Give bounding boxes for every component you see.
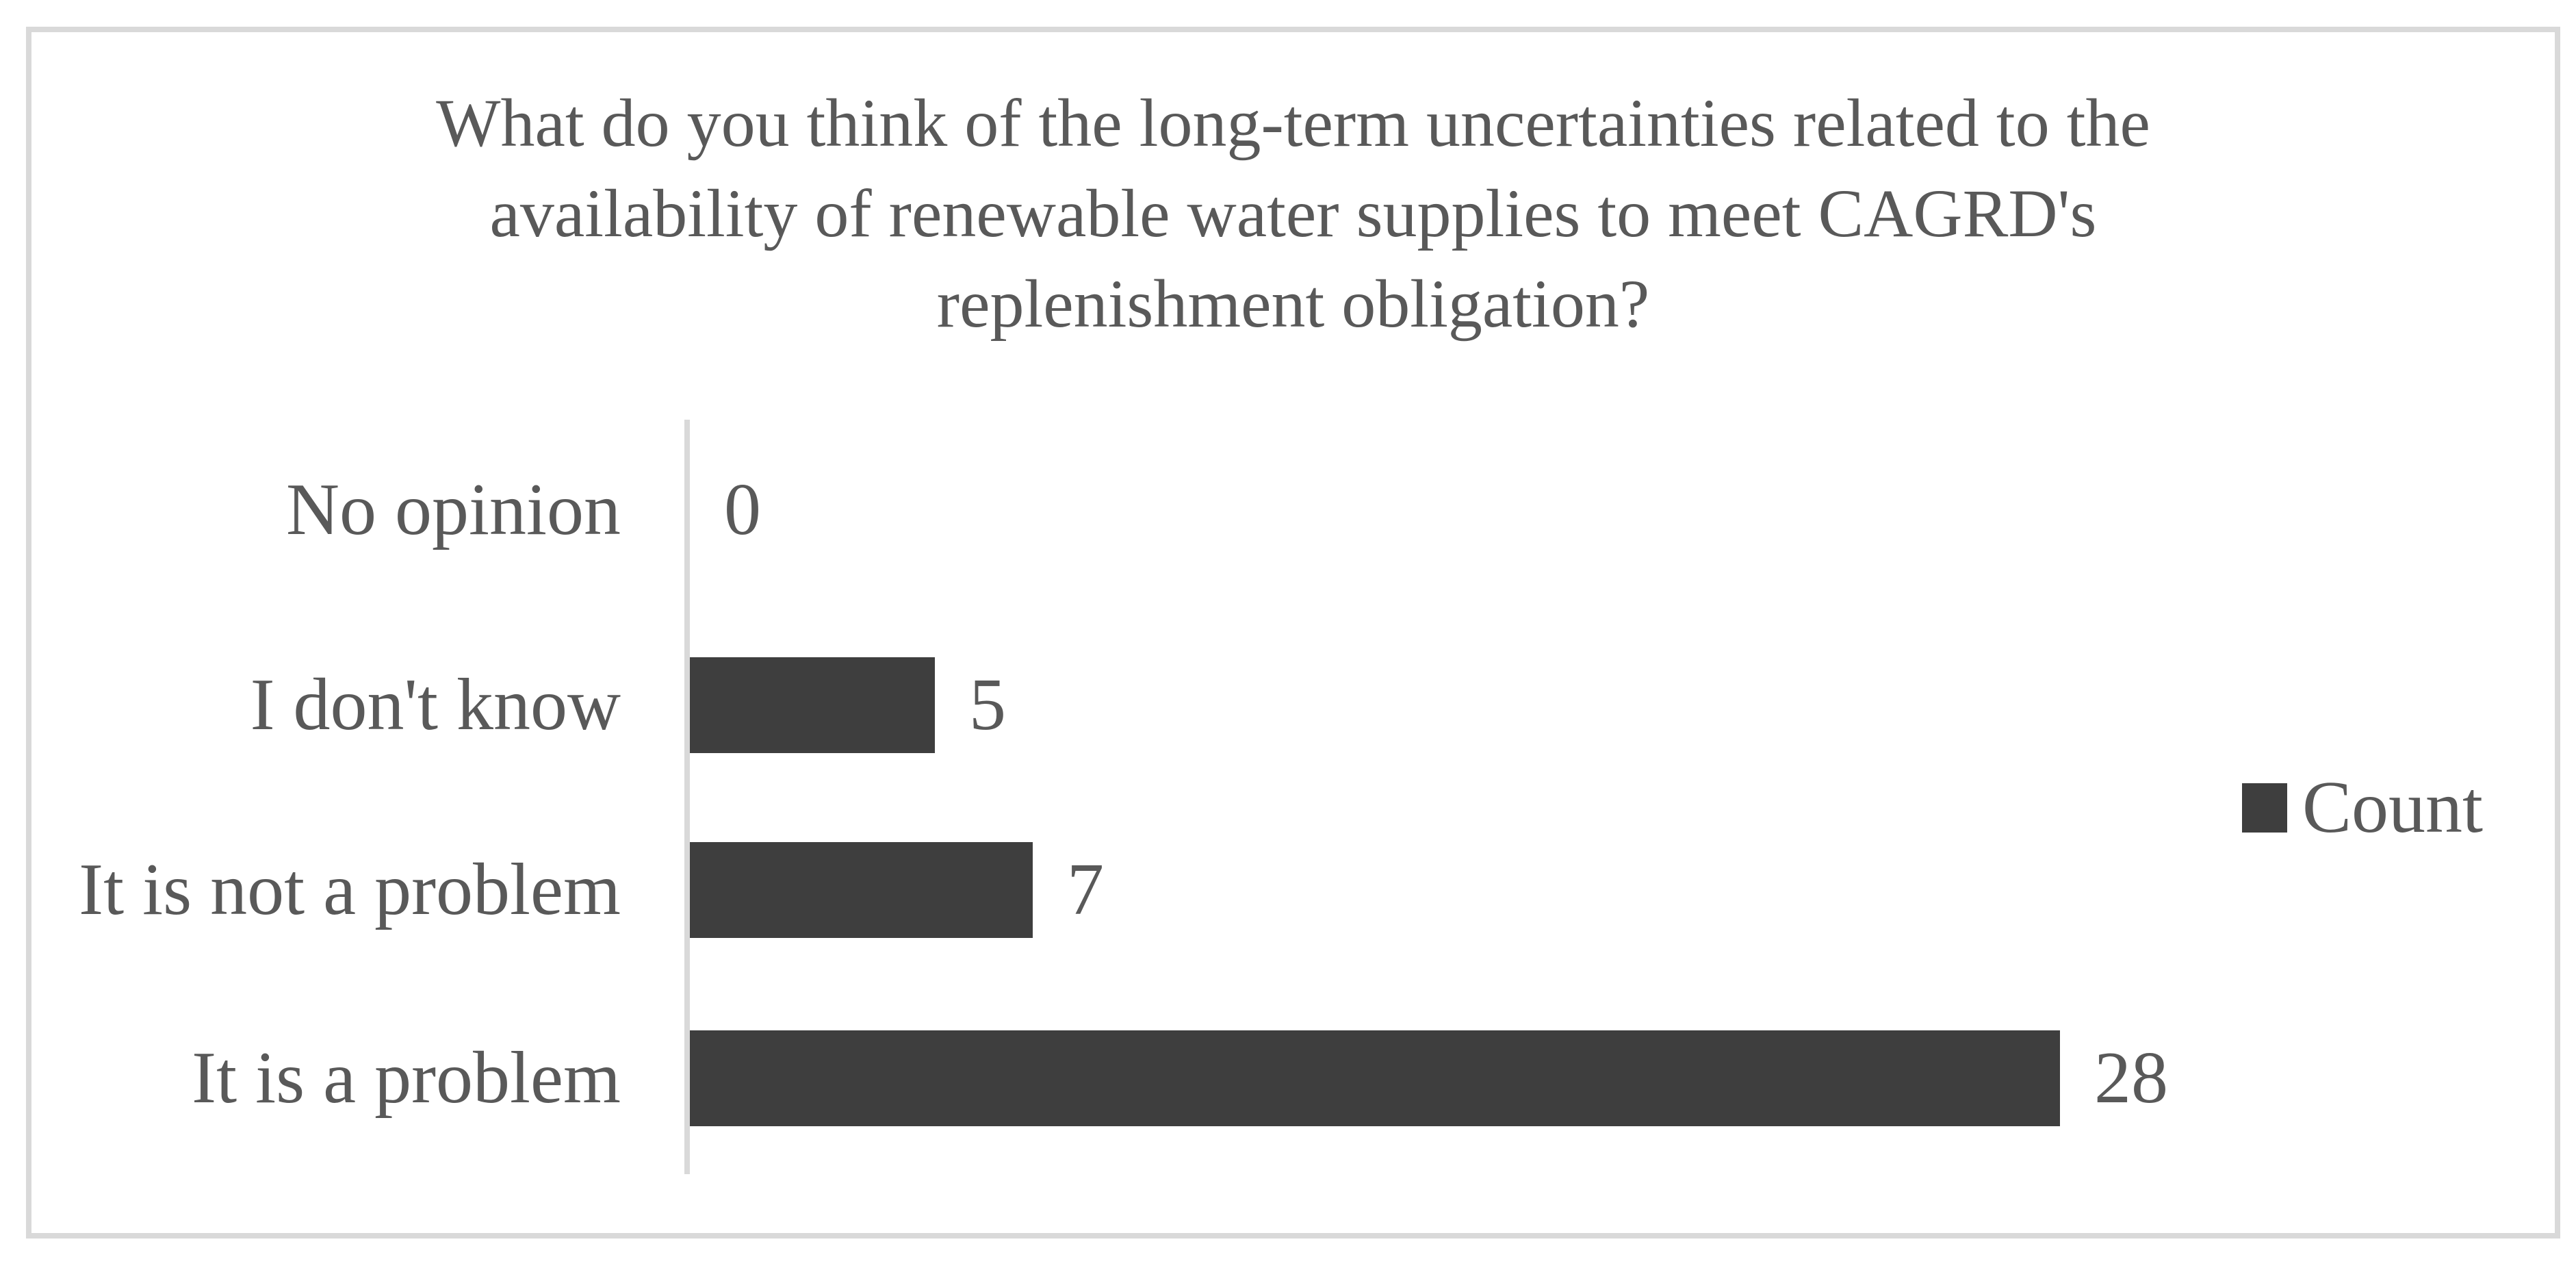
legend: Count bbox=[2242, 764, 2483, 852]
chart-title-line-1: What do you think of the long-term uncer… bbox=[436, 85, 2150, 161]
bar-row-it-is-not-a-problem: It is not a problem 7 bbox=[31, 842, 2555, 938]
category-label: It is not a problem bbox=[79, 849, 621, 930]
bar-it-is-not-a-problem bbox=[690, 842, 1033, 938]
chart-frame: What do you think of the long-term uncer… bbox=[26, 27, 2560, 1239]
category-label: It is a problem bbox=[192, 1037, 621, 1119]
bar-row-it-is-a-problem: It is a problem 28 bbox=[31, 1030, 2555, 1126]
category-label: I don't know bbox=[250, 664, 621, 746]
data-label: 0 bbox=[724, 469, 761, 550]
chart-title-line-2: availability of renewable water supplies… bbox=[489, 175, 2097, 251]
category-label: No opinion bbox=[285, 469, 621, 550]
bar-it-is-a-problem bbox=[690, 1030, 2060, 1126]
data-label: 7 bbox=[1067, 849, 1104, 930]
data-label: 28 bbox=[2094, 1037, 2168, 1119]
count-series-swatch-icon bbox=[2242, 783, 2287, 833]
data-label: 5 bbox=[969, 664, 1006, 746]
chart-title: What do you think of the long-term uncer… bbox=[31, 78, 2555, 349]
bar-row-no-opinion: No opinion 0 bbox=[31, 462, 2555, 558]
bar-row-i-dont-know: I don't know 5 bbox=[31, 657, 2555, 753]
bar-i-dont-know bbox=[690, 657, 935, 753]
chart-title-line-3: replenishment obligation? bbox=[936, 266, 1650, 342]
legend-label: Count bbox=[2302, 767, 2484, 848]
category-axis-line bbox=[684, 420, 690, 1174]
